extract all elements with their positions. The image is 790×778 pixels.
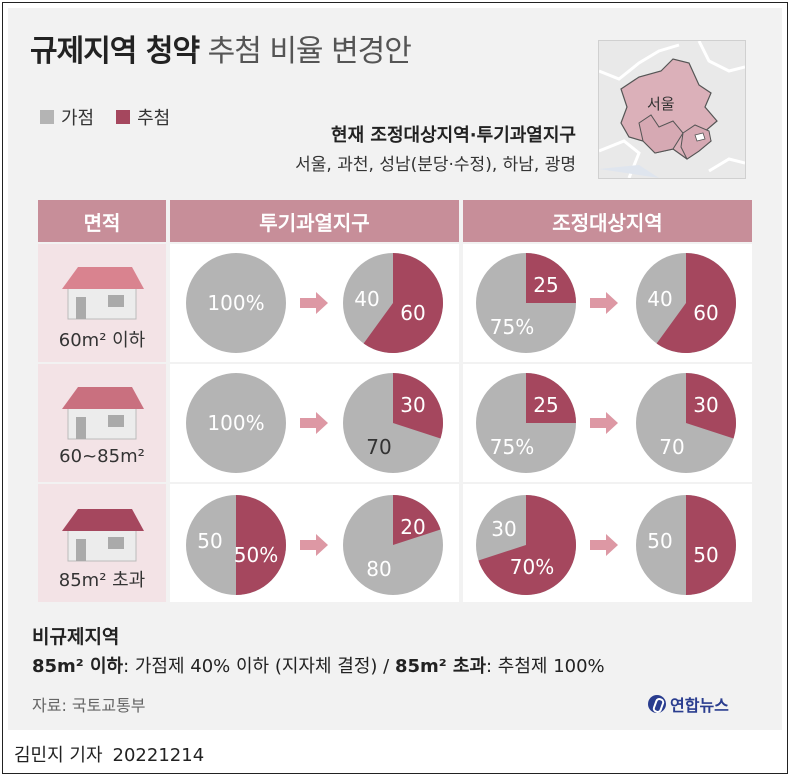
current-zones-title: 현재 조정대상지역·투기과열지구	[331, 125, 576, 146]
byline: 김민지 기자 20221214	[14, 741, 204, 767]
map-label-seoul: 서울	[647, 95, 675, 113]
pie-data-label: 50%	[234, 543, 278, 567]
publish-date: 20221214	[112, 745, 205, 766]
pie-data-label: 70	[366, 435, 391, 459]
current-zones-list: 서울, 과천, 성남(분당·수정), 하남, 광명	[295, 155, 576, 175]
house-icon	[62, 267, 144, 320]
yonhap-logo-icon	[648, 695, 666, 713]
pie-slice-chucheom	[526, 253, 576, 303]
legend-item-chucheom: 추첨	[116, 104, 170, 130]
house-icon	[62, 509, 144, 562]
agency-logo: 연합뉴스	[648, 692, 729, 716]
large-area-text: : 추첨제 100%	[486, 656, 605, 677]
pie-data-label: 25	[533, 393, 558, 417]
pie-data-label: 70%	[510, 555, 554, 579]
legend-label-chucheom: 추첨	[137, 108, 171, 129]
legend-swatch-chucheom	[116, 110, 131, 124]
pie-data-label: 30	[400, 393, 425, 417]
pie-data-label: 60	[400, 301, 425, 325]
header-zone2: 조정대상지역	[463, 200, 752, 242]
reporter-name: 김민지 기자	[14, 745, 103, 766]
arrow-icon	[590, 292, 618, 314]
pie-data-label: 75%	[490, 315, 534, 339]
area-label-2: 60~85m²	[59, 446, 145, 467]
page-title: 규제지역 청약 추첨 비율 변경안	[30, 26, 412, 70]
area-label-1: 60m² 이하	[58, 330, 146, 351]
source-note: 자료: 국토교통부	[32, 696, 146, 715]
pie-slice-chucheom	[363, 253, 444, 353]
pie-data-label: 100%	[207, 411, 264, 435]
house-icon	[62, 387, 144, 440]
pie-data-label: 25	[533, 273, 558, 297]
title-rest: 추첨 비율 변경안	[207, 34, 412, 69]
small-area-text: : 가점제 40% 이하 (지자체 결정) /	[123, 656, 390, 677]
seoul-map: 서울	[598, 40, 746, 179]
agency-name: 연합뉴스	[670, 696, 729, 715]
arrow-icon	[590, 412, 618, 434]
map-graphic: 서울	[598, 40, 746, 179]
arrow-icon	[300, 534, 328, 556]
legend: 가점 추첨	[40, 104, 184, 130]
pie-data-label: 50	[197, 529, 222, 553]
pie-data-label: 20	[400, 515, 425, 539]
legend-item-gajeom: 가점	[40, 104, 94, 130]
pie-slice-chucheom	[478, 495, 576, 595]
pie-data-label: 80	[366, 557, 391, 581]
pie-data-label: 50	[647, 529, 672, 553]
pie-slice-chucheom	[526, 373, 576, 423]
legend-swatch-gajeom	[40, 110, 54, 124]
pie-data-label: 40	[647, 287, 672, 311]
legend-label-gajeom: 가점	[61, 108, 95, 129]
nonregulated-details: 85m² 이하: 가점제 40% 이하 (지자체 결정) / 85m² 초과: …	[32, 652, 605, 678]
pie-slice-chucheom	[393, 495, 441, 545]
header-zone1: 투기과열지구	[170, 200, 459, 242]
small-area-label: 85m² 이하	[32, 656, 124, 677]
pie-data-label: 50	[693, 543, 718, 567]
pie-data-label: 60	[693, 301, 718, 325]
pie-data-label: 30	[693, 393, 718, 417]
pie-data-label: 40	[354, 287, 379, 311]
header-area: 면적	[38, 200, 166, 242]
pie-slice-gajeom	[186, 253, 286, 353]
pie-data-label: 100%	[207, 291, 264, 315]
area-label-3: 85m² 초과	[58, 570, 146, 591]
large-area-label: 85m² 초과	[394, 656, 487, 677]
title-main: 규제지역 청약	[30, 34, 200, 69]
arrow-icon	[300, 292, 328, 314]
pie-slice-chucheom	[686, 373, 736, 439]
pie-slice-gajeom	[186, 373, 286, 473]
pie-slice-chucheom	[656, 253, 736, 353]
arrow-icon	[590, 534, 618, 556]
pie-slice-chucheom	[236, 495, 286, 595]
arrow-icon	[300, 412, 328, 434]
pie-data-label: 30	[491, 517, 516, 541]
pie-slice-chucheom	[393, 373, 443, 439]
pie-data-label: 75%	[490, 435, 534, 459]
nonregulated-heading: 비규제지역	[32, 626, 120, 648]
pie-slice-chucheom	[686, 495, 736, 595]
pie-data-label: 70	[659, 435, 684, 459]
